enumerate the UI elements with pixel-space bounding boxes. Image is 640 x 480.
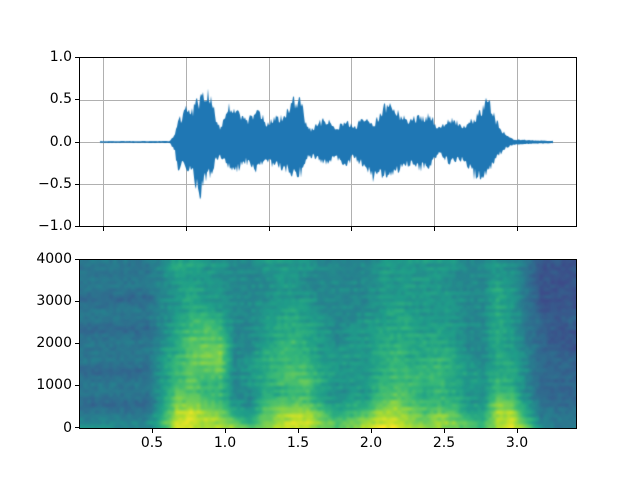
x-tick-label: 3.0 [505, 435, 529, 451]
tick-mark [75, 57, 79, 58]
tick-mark [225, 429, 226, 433]
spectrogram-image [80, 260, 576, 428]
waveform-trace [80, 58, 576, 226]
y-tick-label: 0.5 [49, 91, 72, 107]
tick-mark [75, 343, 79, 344]
tick-mark [75, 142, 79, 143]
y-tick-label: 1.0 [49, 49, 72, 65]
y-tick-label: −0.5 [38, 176, 72, 192]
y-tick-label: 2000 [36, 335, 72, 351]
tick-mark [517, 227, 518, 231]
tick-mark [75, 226, 79, 227]
tick-mark [75, 259, 79, 260]
tick-mark [351, 227, 352, 231]
tick-mark [103, 227, 104, 231]
tick-mark [517, 429, 518, 433]
y-tick-label: 3000 [36, 293, 72, 309]
x-tick-label: 0.5 [140, 435, 164, 451]
x-tick-label: 2.0 [359, 435, 383, 451]
tick-mark [444, 429, 445, 433]
tick-mark [75, 301, 79, 302]
waveform-plot [79, 57, 577, 227]
y-tick-label: 1000 [36, 377, 72, 393]
tick-mark [298, 429, 299, 433]
tick-mark [75, 427, 79, 428]
y-tick-label: 0.0 [49, 134, 72, 150]
tick-mark [371, 429, 372, 433]
x-tick-label: 1.0 [213, 435, 237, 451]
y-tick-label: 0 [63, 420, 72, 436]
tick-mark [75, 184, 79, 185]
x-tick-label: 1.5 [286, 435, 310, 451]
tick-mark [75, 385, 79, 386]
tick-mark [186, 227, 187, 231]
y-tick-label: 4000 [36, 251, 72, 267]
tick-mark [269, 227, 270, 231]
y-tick-label: −1.0 [38, 218, 72, 234]
x-tick-label: 2.5 [432, 435, 456, 451]
tick-mark [75, 99, 79, 100]
tick-mark [434, 227, 435, 231]
tick-mark [152, 429, 153, 433]
spectrogram-plot [79, 259, 577, 429]
